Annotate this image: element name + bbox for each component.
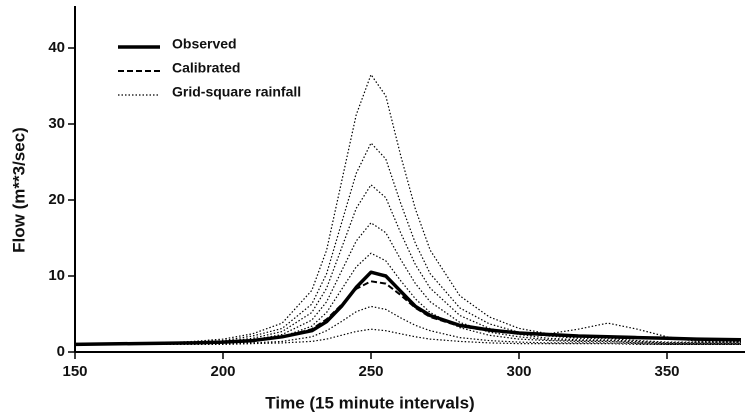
legend-label: Grid-square rainfall	[172, 84, 301, 100]
x-tick-label: 200	[210, 363, 235, 380]
y-tick-label: 30	[48, 115, 65, 132]
y-tick-label: 0	[57, 343, 65, 360]
x-axis-label: Time (15 minute intervals)	[265, 393, 474, 412]
x-tick-label: 350	[654, 363, 679, 380]
y-tick-label: 20	[48, 191, 65, 208]
x-tick-label: 150	[62, 363, 87, 380]
y-tick-label: 10	[48, 267, 65, 284]
series-line	[75, 222, 741, 345]
y-axis-label: Flow (m**3/sec)	[9, 127, 28, 253]
legend-label: Calibrated	[172, 60, 240, 76]
series-line	[75, 74, 741, 345]
x-tick-label: 300	[506, 363, 531, 380]
series-line	[74, 280, 742, 346]
y-tick-label: 40	[48, 39, 65, 56]
series-line	[75, 142, 741, 345]
series-line	[75, 184, 741, 345]
series-line	[74, 270, 742, 347]
legend-label: Observed	[172, 36, 237, 52]
series-line	[75, 305, 741, 345]
x-tick-label: 250	[358, 363, 383, 380]
series-line	[75, 252, 741, 345]
